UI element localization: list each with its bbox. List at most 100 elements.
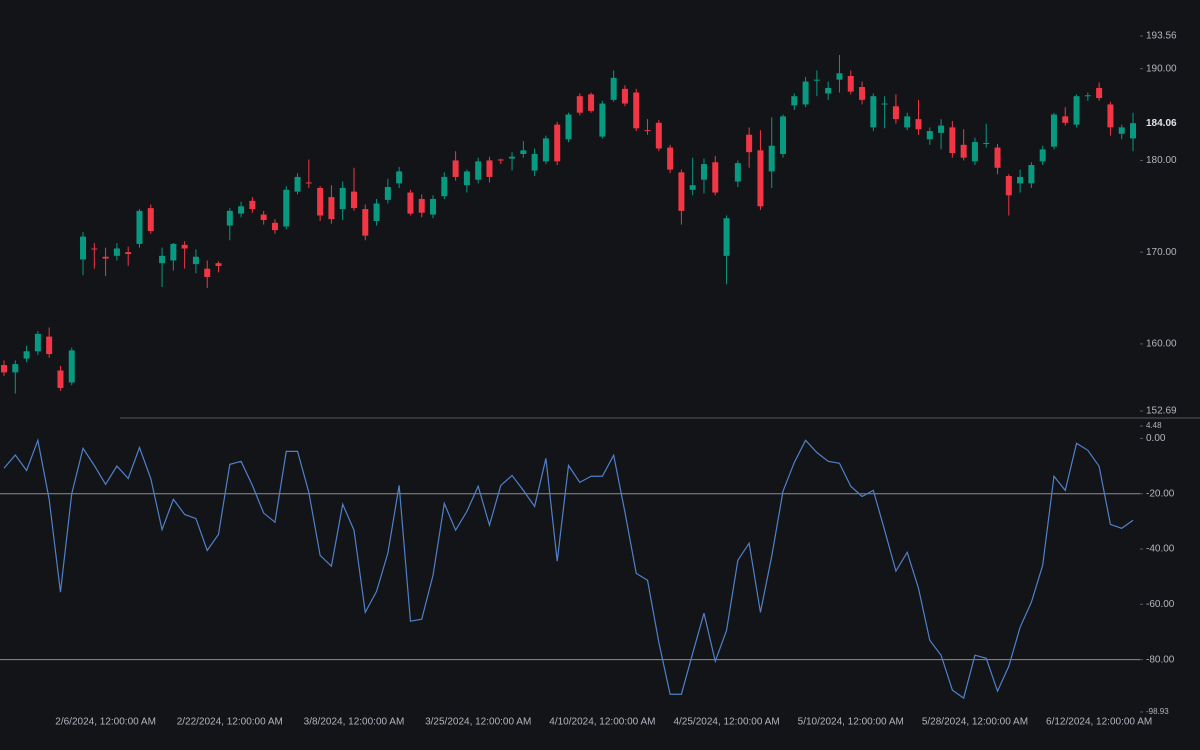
candle-body xyxy=(746,134,753,153)
candle-body xyxy=(960,144,967,158)
candle-body xyxy=(723,218,730,256)
candle-body xyxy=(1039,149,1046,162)
candle-body xyxy=(926,131,933,140)
candle-body xyxy=(215,263,222,266)
y-tick-label: -98.93 xyxy=(1146,707,1169,716)
candle-body xyxy=(949,127,956,154)
candle-body xyxy=(1130,123,1136,139)
candle-body xyxy=(757,150,764,207)
candle-body xyxy=(633,92,640,129)
candle-body xyxy=(418,198,425,213)
y-tick-label: -60.00 xyxy=(1146,599,1175,610)
candle-body xyxy=(57,370,64,388)
candle-body xyxy=(339,187,346,210)
candle-body xyxy=(734,163,741,182)
candle-body xyxy=(780,116,787,154)
candle-body xyxy=(475,161,482,180)
y-tick-label: -40.00 xyxy=(1146,544,1175,555)
candle-body xyxy=(915,119,922,130)
candle-body xyxy=(452,160,459,177)
candle-body xyxy=(271,222,278,231)
y-tick-label: 190.00 xyxy=(1146,63,1177,74)
candle-body xyxy=(441,176,448,197)
candle-body xyxy=(554,124,561,162)
candle-body xyxy=(565,114,572,140)
candle-body xyxy=(1,365,7,373)
candle-body xyxy=(1028,165,1035,184)
y-tick-label: 180.00 xyxy=(1146,155,1177,166)
candle-body xyxy=(46,336,53,355)
y-tick-label: 152.69 xyxy=(1146,406,1177,417)
x-tick-label: 5/10/2024, 12:00:00 AM xyxy=(798,717,904,728)
candle-body xyxy=(283,189,290,227)
candle-body xyxy=(430,198,437,215)
y-tick-label: 193.56 xyxy=(1146,31,1177,42)
candle-body xyxy=(813,79,820,81)
candle-body xyxy=(34,333,41,352)
candle-body xyxy=(181,244,188,249)
x-tick-label: 3/25/2024, 12:00:00 AM xyxy=(425,717,531,728)
candle-body xyxy=(204,268,211,277)
indicator-line xyxy=(3,438,1134,700)
candle-body xyxy=(904,116,911,128)
candle-body xyxy=(667,147,674,170)
x-tick-label: 4/25/2024, 12:00:00 AM xyxy=(673,717,779,728)
candle-body xyxy=(384,187,391,200)
candle-body xyxy=(362,209,369,236)
candle-body xyxy=(892,106,899,120)
y-tick-label: 0.00 xyxy=(1146,433,1166,444)
candle-body xyxy=(192,256,199,265)
candle-body xyxy=(91,248,98,250)
candle-body xyxy=(317,187,324,216)
candle-body xyxy=(689,185,696,190)
candle-body xyxy=(249,200,256,210)
candle-body xyxy=(486,160,493,177)
candle-body xyxy=(125,252,132,255)
x-tick-label: 2/6/2024, 12:00:00 AM xyxy=(55,717,156,728)
candle-body xyxy=(147,208,154,232)
candle-body xyxy=(1096,87,1103,99)
candle-body xyxy=(136,210,143,244)
candle-body xyxy=(1005,176,1012,196)
candle-body xyxy=(1017,176,1024,184)
candle-body xyxy=(983,142,990,144)
x-tick-label: 2/22/2024, 12:00:00 AM xyxy=(177,717,283,728)
candle-body xyxy=(520,150,527,154)
candle-body xyxy=(102,256,109,259)
candle-body xyxy=(373,203,380,221)
candle-body xyxy=(509,156,516,159)
candle-body xyxy=(700,164,707,180)
candle-body xyxy=(870,96,877,128)
candle-body xyxy=(859,87,866,100)
candle-body xyxy=(463,171,470,186)
candle-body xyxy=(542,138,549,162)
candle-body xyxy=(328,197,335,220)
candle-body xyxy=(588,94,595,111)
candle-body xyxy=(1118,127,1125,134)
candle-body xyxy=(1084,95,1091,97)
candle-body xyxy=(825,87,832,94)
candle-body xyxy=(396,171,403,184)
candle-body xyxy=(938,125,945,133)
candle-body xyxy=(260,214,267,221)
y-tick-label: 4.48 xyxy=(1146,421,1162,430)
candle-body xyxy=(407,192,414,214)
candle-body xyxy=(610,77,617,100)
candle-body xyxy=(170,243,177,261)
candle-body xyxy=(497,159,504,161)
candle-body xyxy=(644,130,651,132)
candle-body xyxy=(350,191,357,209)
y-tick-label: 170.00 xyxy=(1146,247,1177,258)
y-tick-label: -80.00 xyxy=(1146,654,1175,665)
candle-body xyxy=(621,88,628,104)
candle-body xyxy=(238,206,245,214)
x-tick-label: 5/28/2024, 12:00:00 AM xyxy=(922,717,1028,728)
candle-body xyxy=(971,142,978,162)
candle-body xyxy=(531,153,538,171)
y-tick-label: -20.00 xyxy=(1146,488,1175,499)
x-tick-label: 6/12/2024, 12:00:00 AM xyxy=(1046,717,1152,728)
candle-body xyxy=(305,182,312,184)
candle-body xyxy=(994,147,1001,168)
candle-body xyxy=(768,145,775,172)
